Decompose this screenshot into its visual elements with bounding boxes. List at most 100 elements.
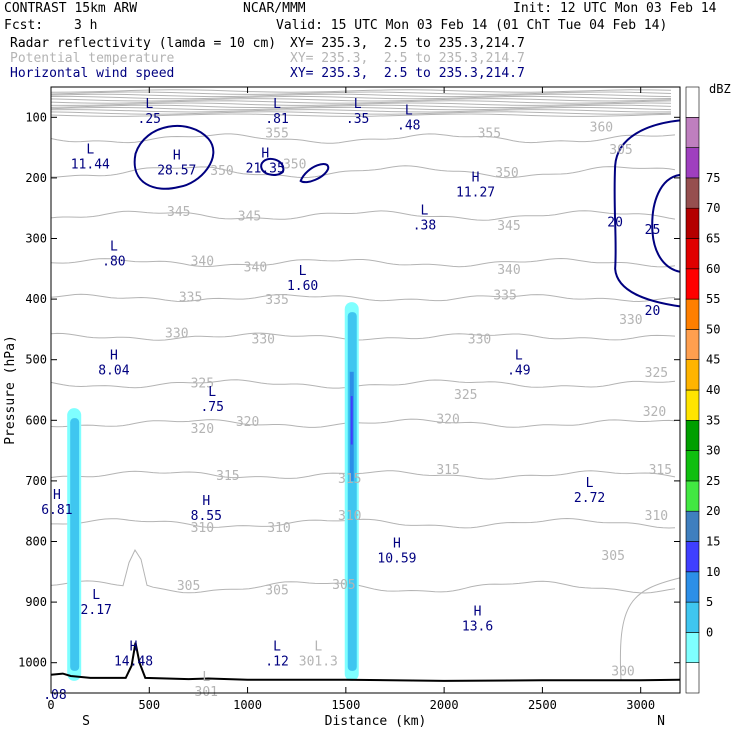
colorbar-swatch	[685, 450, 700, 482]
plot-frame	[50, 86, 681, 694]
theta-contour-label: 310	[267, 521, 290, 536]
theta-contour-label: 335	[265, 293, 288, 308]
theta-contour-label: 325	[454, 388, 477, 403]
extremum-kind-label: L	[314, 640, 322, 655]
theta-contour-label: 330	[252, 332, 275, 347]
colorbar-tick-label: 30	[706, 444, 720, 458]
extremum-kind-label: L	[586, 476, 594, 491]
extremum-kind-label: L	[421, 203, 429, 218]
theta-contour-label: 320	[643, 405, 666, 420]
extremum-kind-label: H	[110, 349, 118, 364]
colorbar-tick-label: 5	[706, 595, 713, 609]
field-2-xy: XY= 235.3, 2.5 to 235.3,214.7	[290, 51, 525, 66]
forecast-value: 3 h	[74, 18, 98, 33]
theta-contour-lines	[50, 89, 681, 681]
colorbar-swatch	[685, 147, 700, 179]
colorbar-swatch	[685, 238, 700, 270]
y-tick-label: 100	[25, 110, 47, 124]
colorbar-tick-label: 15	[706, 535, 720, 549]
y-tick-label: 400	[25, 292, 47, 306]
theta-line	[50, 293, 676, 303]
extremum-value-label: 13.6	[462, 619, 493, 634]
x-tick-label: 2000	[430, 698, 459, 712]
extremum-value-label: 1.60	[287, 279, 318, 294]
extremum-value-label: .49	[507, 364, 530, 379]
colorbar-swatch	[685, 298, 700, 330]
theta-contour-label: 305	[177, 579, 200, 594]
extremum-value-label: 301.3	[299, 655, 338, 670]
theta-line-upper	[50, 95, 672, 100]
colorbar-swatch	[685, 389, 700, 421]
theta-contour-label: 315	[436, 463, 459, 478]
colorbar-tick-label: 50	[706, 322, 720, 336]
extremum-kind-label: L	[354, 97, 362, 112]
contour-labels: 355 355 360 305 350 350 350 345 345 345 340 340 340 3…	[41, 97, 672, 703]
init-time: Init: 12 UTC Mon 03 Feb 14	[513, 1, 717, 16]
theta-line-upper	[50, 111, 672, 115]
extremum-kind-label: H	[53, 488, 61, 503]
x-tick-label: 3000	[626, 698, 655, 712]
theta-contour-label: 315	[338, 472, 361, 487]
field-3-name: Horizontal wind speed	[10, 66, 175, 81]
colorbar-swatch	[685, 601, 700, 633]
theta-contour-label: 340	[497, 263, 520, 278]
theta-contour-label: 335	[493, 288, 516, 303]
colorbar-tick-label: 25	[706, 474, 720, 488]
theta-line	[50, 332, 676, 341]
extremum-value-label: 2.72	[574, 491, 605, 506]
colorbar-tick-label: 40	[706, 383, 720, 397]
extremum-value-label: 8.55	[191, 509, 222, 524]
theta-contour-label: 345	[497, 219, 520, 234]
theta-contour-label: 315	[216, 469, 239, 484]
extremum-kind-label: H	[261, 146, 269, 161]
theta-contour-label: 305	[332, 578, 355, 593]
field-1-xy: XY= 235.3, 2.5 to 235.3,214.7	[290, 36, 525, 51]
colorbar-tick-label: 65	[706, 232, 720, 246]
theta-contour-label: 300	[611, 665, 634, 680]
colorbar-swatch	[685, 510, 700, 542]
theta-line-upper	[50, 89, 672, 93]
theta-line-upper	[50, 100, 672, 104]
theta-contour-label: 355	[478, 126, 501, 141]
reflectivity-column-core	[347, 312, 357, 671]
extremum-value-label: .12	[265, 655, 288, 670]
theta-contour-label: 320	[236, 415, 259, 430]
extremum-kind-label: L	[208, 385, 216, 400]
theta-line	[50, 418, 676, 428]
y-tick-label: 600	[25, 413, 47, 427]
colorbar-tick-label: 20	[706, 504, 720, 518]
colorbar-swatch	[685, 419, 700, 451]
extremum-value-label: .38	[413, 218, 436, 233]
wind-contour-lines	[133, 119, 681, 308]
extremum-value-label: 21.35	[246, 161, 285, 176]
x-tick-label: 2500	[528, 698, 557, 712]
extremum-value-label: 2.17	[81, 603, 112, 618]
theta-line	[50, 379, 676, 389]
theta-contour-label: 340	[191, 254, 214, 269]
y-tick-label: 300	[25, 232, 47, 246]
x-tick-label: 1000	[233, 698, 262, 712]
theta-contour-label: 335	[179, 291, 202, 306]
theta-line	[51, 165, 676, 179]
y-tick-label: 800	[25, 535, 47, 549]
y-tick-label: 900	[25, 595, 47, 609]
extremum-kind-label: L	[515, 349, 523, 364]
wind-contour-20	[613, 119, 681, 308]
colorbar-swatch	[685, 268, 700, 300]
theta-line	[50, 257, 676, 268]
extremum-kind-label: L	[405, 103, 413, 118]
extremum-kind-label: L	[273, 97, 281, 112]
wind-contour-closed	[299, 163, 330, 184]
extremum-value-label: .81	[265, 112, 288, 127]
y-axis-label: Pressure (hPa)	[3, 335, 18, 445]
theta-contour-label: 330	[468, 332, 491, 347]
theta-contour-label: 325	[645, 366, 668, 381]
colorbar-swatch	[685, 359, 700, 391]
x-axis-label: Distance (km)	[325, 714, 427, 729]
terrain-line	[50, 642, 681, 682]
theta-contour-label: 315	[649, 463, 672, 478]
colorbar-unit: dBZ	[709, 82, 731, 96]
x-tick-label: 0	[47, 698, 54, 712]
south-label: S	[82, 714, 90, 729]
theta-contour-label: 310	[191, 521, 214, 536]
